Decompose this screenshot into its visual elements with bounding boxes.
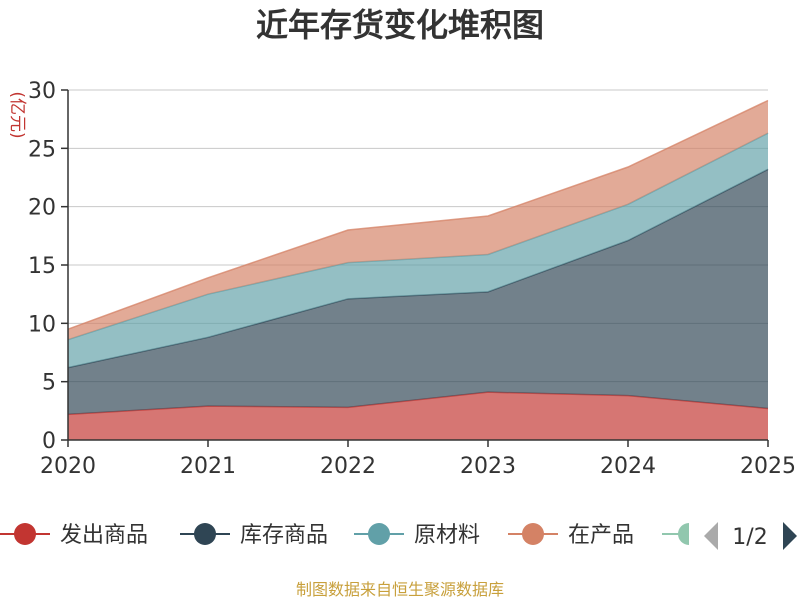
y-tick-label-0: 0 <box>42 429 56 454</box>
y-tick-label-1: 5 <box>42 371 56 396</box>
y-tick-label-5: 25 <box>28 137 56 162</box>
x-tick-label-5: 2025 <box>740 454 796 479</box>
area-series-3 <box>68 100 768 340</box>
area-series-0 <box>68 392 768 440</box>
legend-page-indicator: 1/2 <box>732 525 767 550</box>
legend-marker-1 <box>194 523 216 545</box>
area-series-1 <box>68 169 768 415</box>
legend-next-page-icon[interactable] <box>783 522 797 550</box>
data-source-note: 制图数据来自恒生聚源数据库 <box>296 580 504 599</box>
y-tick-label-3: 15 <box>28 254 56 279</box>
x-tick-labels: 2020 2021 2022 2023 2024 2025 <box>40 440 796 479</box>
legend-label-0[interactable]: 发出商品 <box>60 523 148 548</box>
area-line-3 <box>67 99 769 330</box>
legend-label-1[interactable]: 库存商品 <box>240 523 328 548</box>
legend-marker-0 <box>14 523 36 545</box>
legend-label-3[interactable]: 在产品 <box>568 523 634 548</box>
x-tick-label-2: 2022 <box>320 454 376 479</box>
y-tick-label-2: 10 <box>28 312 56 337</box>
y-tick-label-6: 30 <box>28 79 56 104</box>
area-series-2 <box>68 133 768 368</box>
legend-marker-2 <box>368 523 390 545</box>
legend-marker-3 <box>522 523 544 545</box>
legend-marker-partial <box>678 523 689 545</box>
legend-prev-page-icon[interactable] <box>704 522 718 550</box>
y-tick-label-4: 20 <box>28 196 56 221</box>
legend: 发出商品 库存商品 原材料 在产品 <box>0 523 689 548</box>
x-tick-label-4: 2024 <box>600 454 656 479</box>
chart-title: 近年存货变化堆积图 <box>256 6 544 44</box>
area-series <box>67 99 769 440</box>
y-tick-labels: 0 5 10 15 20 25 30 <box>28 79 68 454</box>
y-axis-label: (亿元) <box>7 91 27 138</box>
x-tick-label-3: 2023 <box>460 454 516 479</box>
legend-label-2[interactable]: 原材料 <box>414 523 480 548</box>
legend-pager: 1/2 <box>704 522 797 550</box>
x-tick-label-0: 2020 <box>40 454 96 479</box>
x-tick-label-1: 2021 <box>180 454 236 479</box>
